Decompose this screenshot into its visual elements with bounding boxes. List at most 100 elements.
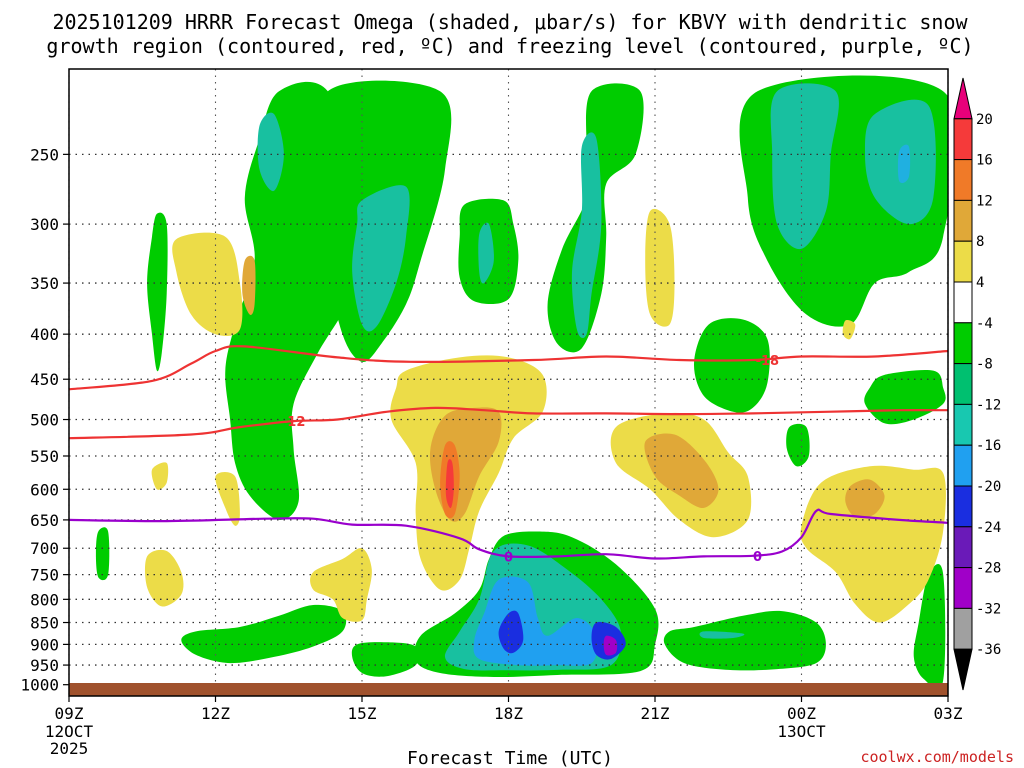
colorbar-label-5: -4 [976, 316, 993, 332]
y-tick-label-550: 550 [30, 447, 59, 466]
omega-region-11 [897, 144, 911, 184]
colorbar-label-1: 16 [976, 153, 993, 169]
colorbar: 20 16 12 8 4 -4 -8 -12 -16 -20 -24 -28 -32 -36 [953, 77, 1001, 691]
omega-region-16 [95, 527, 110, 581]
omega-region-39 [845, 479, 885, 518]
omega-region-26 [699, 631, 745, 639]
y-tick-label-700: 700 [30, 539, 59, 558]
contour-label-2: 0 [504, 550, 513, 565]
credit-text: coolwx.com/models [860, 748, 1014, 766]
colorbar-seg-13 [953, 607, 973, 650]
y-tick-label-600: 600 [30, 480, 59, 499]
x-tick-label-03Z: 03Z [934, 704, 963, 723]
y-tick-label-750: 750 [30, 566, 59, 585]
temperature-contours: -18 -12 0 0 [69, 345, 948, 565]
colorbar-seg-9 [953, 444, 973, 487]
colorbar-seg-0 [953, 77, 973, 120]
colorbar-seg-4 [953, 240, 973, 283]
colorbar-label-7: -12 [976, 397, 1001, 413]
x-tick-sub1-09Z: 12OCT [45, 722, 94, 741]
y-tick-label-850: 850 [30, 614, 59, 633]
colorbar-label-0: 20 [976, 112, 993, 128]
y-tick-label-1000: 1000 [20, 676, 59, 695]
omega-region-41 [215, 471, 240, 526]
omega-region-38 [800, 465, 946, 623]
ground-strip [69, 683, 948, 696]
omega-region-35 [445, 459, 454, 509]
colorbar-seg-3 [953, 199, 973, 242]
contour-label-1: -12 [282, 415, 306, 430]
contour-label-0: -18 [756, 354, 780, 369]
colorbar-seg-11 [953, 526, 973, 569]
omega-region-7 [571, 132, 602, 339]
omega-region-2 [257, 112, 284, 192]
contour-label-3: 0 [753, 550, 762, 565]
omega-region-22 [498, 610, 524, 654]
colorbar-seg-5 [953, 281, 973, 324]
y-tick-label-650: 650 [30, 511, 59, 530]
x-tick-label-18Z: 18Z [494, 704, 523, 723]
y-tick-label-300: 300 [30, 215, 59, 234]
contour-0-2 [69, 508, 948, 560]
x-tick-sub1-00Z: 13OCT [777, 722, 826, 741]
colorbar-seg-6 [953, 322, 973, 365]
omega-region-5 [478, 222, 494, 284]
colorbar-seg-10 [953, 485, 973, 528]
chart-title-line1: 2025101209 HRRR Forecast Omega (shaded, … [52, 10, 968, 34]
omega-shaded-regions [95, 75, 948, 690]
y-tick-label-800: 800 [30, 590, 59, 609]
y-tick-label-250: 250 [30, 145, 59, 164]
y-tick-label-500: 500 [30, 411, 59, 430]
colorbar-seg-7 [953, 363, 973, 405]
omega-region-12 [147, 212, 168, 372]
contour--12-1 [69, 406, 948, 440]
omega-region-3 [352, 185, 410, 332]
chart-title-line2: growth region (contoured, red, ºC) and f… [46, 34, 973, 58]
contour--18-0 [69, 345, 948, 391]
colorbar-seg-14 [953, 648, 973, 691]
colorbar-seg-2 [953, 159, 973, 201]
y-tick-label-450: 450 [30, 370, 59, 389]
colorbar-label-6: -8 [976, 357, 993, 373]
colorbar-label-3: 8 [976, 234, 984, 250]
omega-region-42 [144, 549, 184, 607]
omega-region-24 [603, 635, 618, 656]
colorbar-label-8: -16 [976, 438, 1001, 454]
colorbar-label-10: -24 [976, 520, 1001, 536]
omega-region-17 [181, 604, 347, 664]
omega-region-18 [351, 642, 420, 677]
omega-region-9 [770, 83, 839, 250]
omega-region-13 [693, 318, 770, 413]
omega-region-31 [842, 320, 856, 340]
ground-fill [69, 683, 948, 696]
omega-region-30 [645, 208, 675, 327]
x-tick-label-15Z: 15Z [348, 704, 377, 723]
omega-region-27 [913, 563, 946, 690]
x-tick-sub2-09Z: 2025 [50, 739, 89, 758]
colorbar-label-12: -32 [976, 601, 1001, 617]
colorbar-seg-12 [953, 567, 973, 609]
y-tick-label-400: 400 [30, 325, 59, 344]
omega-region-29 [242, 255, 256, 315]
omega-region-43 [310, 547, 372, 622]
omega-region-28 [172, 232, 243, 336]
omega-region-25 [663, 610, 826, 671]
x-tick-label-00Z: 00Z [787, 704, 816, 723]
omega-region-40 [151, 462, 169, 490]
x-axis-label: Forecast Time (UTC) [407, 748, 613, 768]
y-tick-label-900: 900 [30, 635, 59, 654]
colorbar-seg-1 [953, 118, 973, 161]
colorbar-label-2: 12 [976, 193, 993, 209]
x-tick-label-12Z: 12Z [201, 704, 230, 723]
x-tick-label-09Z: 09Z [55, 704, 84, 723]
y-axis: 250 300 350 400 450 500 550 600 650 700 750 800 850 9… [20, 145, 69, 695]
colorbar-seg-8 [953, 403, 973, 446]
colorbar-label-11: -28 [976, 561, 1001, 577]
colorbar-label-4: 4 [976, 275, 984, 291]
x-tick-label-21Z: 21Z [641, 704, 670, 723]
y-tick-label-950: 950 [30, 656, 59, 675]
colorbar-label-13: -36 [976, 642, 1001, 658]
colorbar-label-9: -20 [976, 479, 1001, 495]
